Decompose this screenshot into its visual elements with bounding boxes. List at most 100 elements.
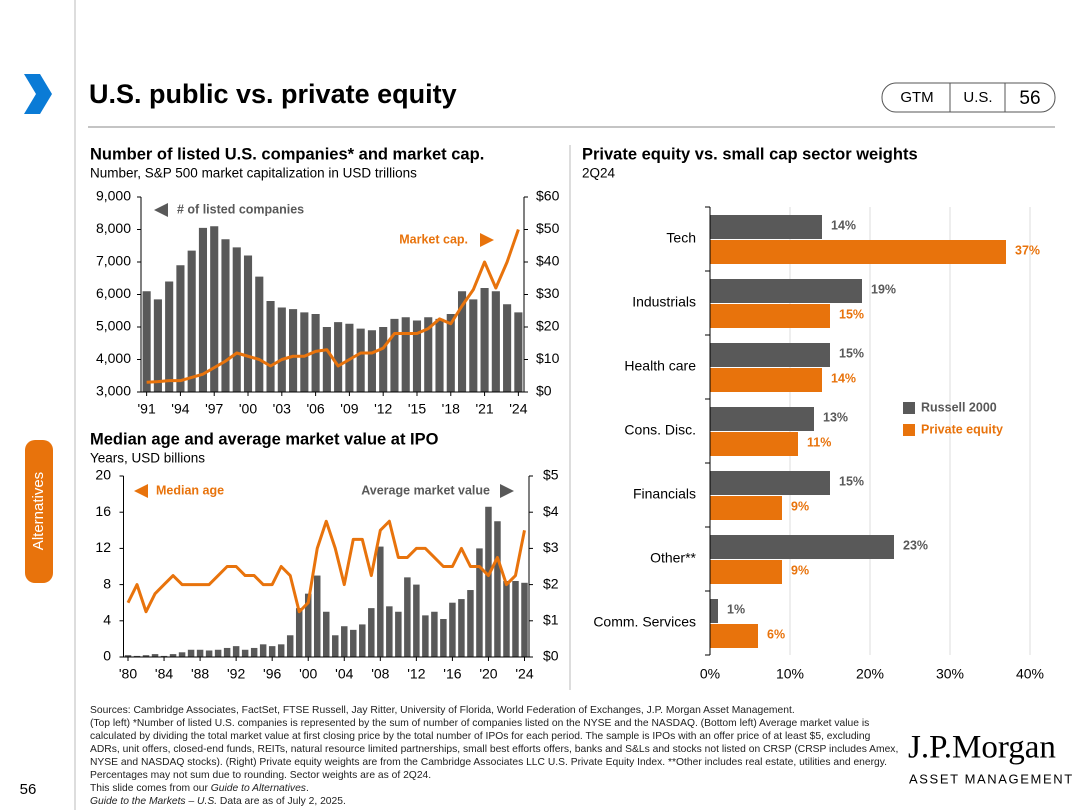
bar [214,649,222,657]
y2-tick-label: $2 [543,575,559,591]
x-tick-label: 10% [776,666,804,682]
bar [196,649,204,657]
text: . [305,783,309,794]
y2-tick-label: $60 [536,188,560,204]
bar [232,247,241,392]
x-tick-label: 40% [1016,666,1044,682]
bar [503,304,512,392]
x-tick-label: 30% [936,666,964,682]
value-label: 15% [839,474,864,488]
y2-tick-label: $20 [536,318,560,334]
bar [250,647,258,657]
y-tick-label: 8 [103,575,111,591]
bar [165,281,174,392]
category-label: Tech [666,230,696,246]
legend-arrow [480,233,494,247]
page-number: 56 [20,781,37,798]
bar [187,250,196,392]
chart-title: Number of listed U.S. companies* and mar… [90,145,484,163]
bar [521,582,528,657]
legend-label: Average market value [361,483,490,497]
bar [304,593,312,657]
legend-label: Market cap. [399,232,468,246]
bar [313,575,321,657]
notes: (Top left) *Number of listed U.S. compan… [90,718,899,781]
bar [431,611,438,657]
category-label: Cons. Disc. [624,422,696,438]
category-label: Comm. Services [593,614,696,630]
bar [367,330,376,392]
bar [286,635,294,657]
bar [223,647,231,657]
bar [469,299,478,392]
x-tick-label: '91 [138,401,156,417]
note-line: This slide comes from our Guide to Alter… [90,782,902,795]
bar [710,599,718,623]
bar [491,291,500,392]
bar [205,650,213,657]
x-tick-label: '12 [407,666,425,682]
bar [277,644,285,657]
bar [142,655,150,657]
y2-tick-label: $4 [543,503,559,519]
x-tick-label: '20 [479,666,497,682]
y2-tick-label: $0 [543,648,559,664]
y2-tick-label: $1 [543,612,559,628]
text: Guide to the Markets – U.S. [90,796,218,807]
legend-arrow [134,484,148,498]
x-tick-label: '15 [408,401,426,417]
logo: J.P.Morgan [908,730,1056,766]
bar [198,227,208,392]
x-tick-label: '21 [475,401,493,417]
x-tick-label: '08 [371,666,389,682]
tab: GTM [900,89,933,106]
x-tick-label: '97 [205,401,223,417]
y2-tick-label: $30 [536,285,560,301]
bar [341,626,348,657]
bar [710,471,830,495]
tab: 56 [1019,88,1040,109]
y-tick-label: 6,000 [96,285,131,301]
y-tick-label: 12 [95,539,111,555]
bar [379,327,388,392]
bar [124,655,132,657]
side-tab-label: Alternatives [30,472,47,550]
line [146,229,520,384]
bar [377,546,384,657]
x-tick-label: '16 [443,666,461,682]
x-tick-label: '09 [340,401,358,417]
legend-label: Median age [156,483,224,497]
value-label: 23% [903,538,928,552]
x-tick-label: '80 [119,666,137,682]
x-tick-label: '94 [171,401,189,417]
bar [710,240,1006,264]
bar [295,608,303,657]
value-label: 37% [1015,243,1040,257]
y-tick-label: 8,000 [96,220,131,236]
x-tick-label: '96 [263,666,281,682]
bar [268,646,276,657]
line [126,519,526,614]
text: This slide comes from our [90,783,211,794]
x-tick-label: '04 [335,666,353,682]
bar [446,314,455,392]
y-tick-label: 4,000 [96,350,131,366]
bar [449,602,456,657]
bar [395,611,402,657]
tab: U.S. [963,89,992,106]
bar [277,307,286,392]
bar [210,226,219,392]
chart-title: Median age and average market value at I… [90,430,439,448]
value-label: 15% [839,307,864,321]
value-label: 14% [831,371,856,385]
bar [412,320,422,392]
bar [300,312,309,392]
bar [710,279,862,303]
legend-arrow [500,484,514,498]
y2-tick-label: $50 [536,220,560,236]
chart-subtitle: Number, S&P 500 market capitalization in… [90,166,417,181]
value-label: 19% [871,282,896,296]
bar [332,635,339,657]
bar [142,291,151,392]
